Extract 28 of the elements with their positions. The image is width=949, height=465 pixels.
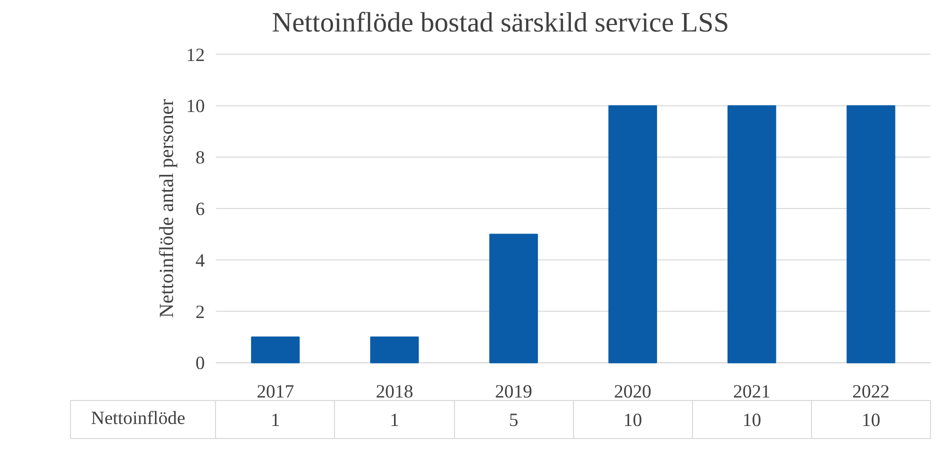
- y-tick-label: 2: [195, 302, 205, 323]
- data-label: 1: [390, 410, 400, 431]
- data-label: 1: [270, 410, 280, 431]
- data-label: 10: [742, 410, 762, 431]
- y-axis-title: Nettoinflöde antal personer: [156, 98, 178, 318]
- bar: [489, 234, 538, 364]
- y-tick-label: 4: [195, 250, 206, 272]
- x-tick-label: 2021: [733, 382, 770, 402]
- y-tick-label: 6: [195, 199, 205, 220]
- bar: [846, 105, 896, 364]
- data-label: 5: [508, 410, 518, 431]
- bar: [608, 105, 658, 364]
- y-tick-label: 10: [186, 96, 205, 118]
- data-label: 10: [623, 410, 642, 431]
- bar: [370, 336, 419, 364]
- y-tick-label: 0: [195, 353, 205, 374]
- chart-title: Nettoinflöde bostad särskild service LSS: [272, 8, 730, 38]
- bar: [251, 336, 300, 364]
- x-tick-label: 2019: [494, 382, 532, 402]
- data-label: 10: [862, 410, 880, 431]
- x-tick-label: 2020: [614, 382, 652, 402]
- text: Nettoinflöde: [91, 408, 186, 430]
- y-tick-label: 8: [195, 148, 205, 169]
- x-tick-label: 2022: [852, 382, 890, 402]
- x-tick-label: 2017: [256, 382, 294, 402]
- x-tick-label: 2018: [376, 382, 414, 402]
- y-tick-label: 12: [186, 44, 205, 66]
- bar: [728, 105, 776, 364]
